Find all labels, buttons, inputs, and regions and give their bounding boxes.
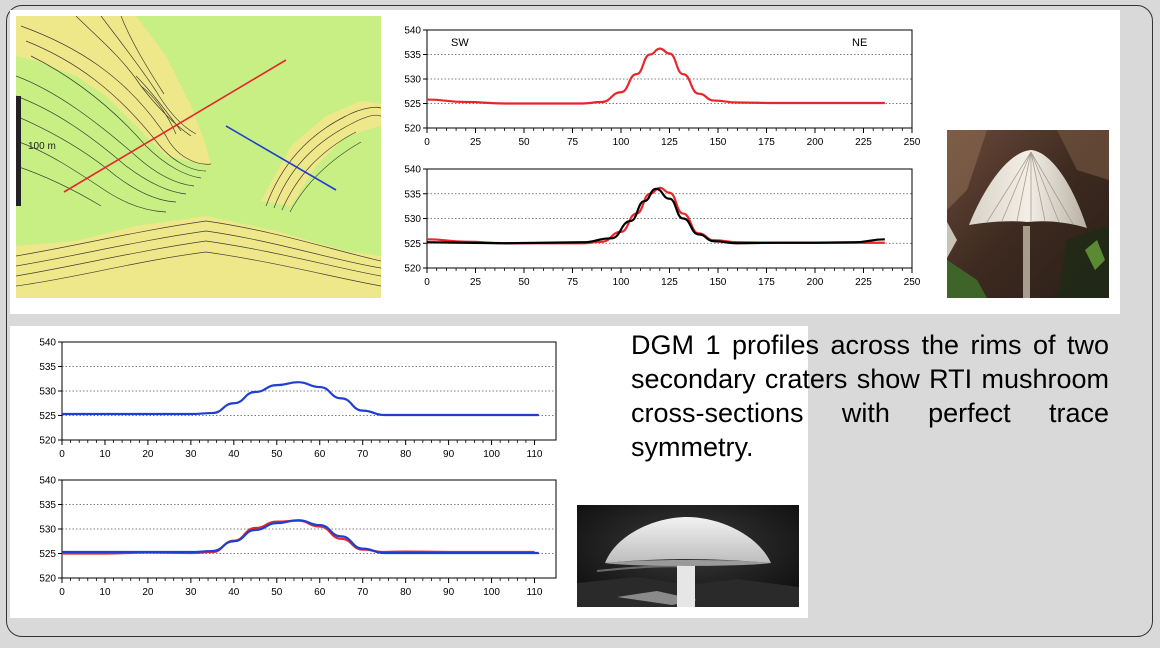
x-tick-label: 250 <box>904 277 921 288</box>
y-tick-label: 535 <box>404 189 421 200</box>
y-tick-label: 525 <box>39 411 56 422</box>
sw-ne-profile-trace <box>63 59 287 193</box>
y-tick-label: 540 <box>39 476 56 487</box>
y-tick-label: 530 <box>39 525 56 536</box>
x-tick-label: 100 <box>613 277 630 288</box>
y-tick-label: 525 <box>404 99 421 110</box>
x-tick-label: 150 <box>710 137 727 148</box>
y-tick-label: 530 <box>404 214 421 225</box>
y-tick-label: 520 <box>404 264 421 275</box>
x-tick-label: 75 <box>567 277 579 288</box>
x-tick-label: 20 <box>142 587 154 598</box>
x-tick-label: 125 <box>661 137 678 148</box>
x-tick-label: 175 <box>758 277 775 288</box>
x-tick-label: 225 <box>855 137 872 148</box>
topographic-map: 100 m <box>16 16 381 298</box>
x-tick-label: 30 <box>185 449 197 460</box>
y-tick-label: 535 <box>39 362 56 373</box>
x-tick-label: 150 <box>710 277 727 288</box>
x-tick-label: 70 <box>357 587 369 598</box>
mushroom-cap <box>605 517 771 563</box>
x-tick-label: 250 <box>904 137 921 148</box>
x-tick-label: 0 <box>59 449 65 460</box>
mushroom-stem <box>1023 226 1030 298</box>
x-tick-label: 50 <box>518 137 530 148</box>
y-tick-label: 525 <box>39 549 56 560</box>
x-tick-label: 90 <box>443 587 455 598</box>
x-tick-label: 10 <box>99 449 111 460</box>
x-tick-label: 110 <box>527 449 543 460</box>
x-tick-label: 20 <box>142 449 154 460</box>
y-tick-label: 530 <box>404 75 421 86</box>
x-tick-label: 100 <box>483 449 500 460</box>
chart-second-crater-profile: 520 525 530 535 540 0 10 20 30 40 50 60 70 80 90 100 110 <box>39 338 557 460</box>
x-tick-label: 200 <box>807 137 824 148</box>
x-tick-label: 60 <box>314 449 326 460</box>
x-tick-label: 100 <box>483 587 500 598</box>
map-lowland-ridge <box>16 216 381 298</box>
x-tick-label: 25 <box>470 137 482 148</box>
chart-second-crater-profile-overlay: 520 525 530 535 540 0 10 20 30 40 50 60 70 80 90 100 110 <box>39 476 557 598</box>
x-tick-label: 30 <box>185 587 197 598</box>
y-tick-label: 535 <box>404 50 421 61</box>
y-tick-label: 520 <box>404 124 421 135</box>
series-line-black <box>426 187 885 245</box>
x-tick-label: 200 <box>807 277 824 288</box>
mushroom-cap <box>969 150 1087 228</box>
map-scale-bar <box>16 96 21 206</box>
y-tick-label: 525 <box>404 239 421 250</box>
series-line-red <box>62 519 535 555</box>
series-line-blue <box>61 519 539 555</box>
x-tick-label: 225 <box>855 277 872 288</box>
y-tick-label: 530 <box>39 387 56 398</box>
y-tick-label: 520 <box>39 436 56 447</box>
map-highland <box>16 16 211 166</box>
chart-sw-ne-profile: 520 525 530 535 540 0 25 50 75 100 125 150 175 200 225… <box>404 26 921 149</box>
mushroom-stem <box>677 563 695 607</box>
caption-text: DGM 1 profiles across the rims of two se… <box>631 330 1109 462</box>
mushroom-photo <box>947 130 1109 298</box>
annotation-sw: SW <box>451 37 469 49</box>
x-tick-label: 25 <box>470 277 482 288</box>
x-tick-label: 50 <box>518 277 530 288</box>
y-tick-label: 520 <box>39 574 56 585</box>
x-tick-label: 110 <box>527 587 543 598</box>
x-tick-label: 70 <box>357 449 369 460</box>
x-tick-label: 40 <box>228 587 240 598</box>
x-tick-label: 0 <box>59 587 65 598</box>
x-tick-label: 10 <box>99 587 111 598</box>
chart-sw-ne-profile-overlay: 520 525 530 535 540 0 25 50 75 100 125 150 175 200 225… <box>404 165 921 289</box>
second-crater-profile-trace <box>225 125 337 191</box>
x-tick-label: 80 <box>400 587 412 598</box>
map-ridge-east <box>261 101 381 206</box>
mushroom-photo <box>577 505 799 607</box>
series-line-red <box>426 186 885 245</box>
x-tick-label: 60 <box>314 587 326 598</box>
map-scale-label: 100 m <box>28 141 56 152</box>
series-line-red <box>426 47 885 105</box>
x-tick-label: 50 <box>271 587 283 598</box>
map-contours <box>16 16 381 287</box>
x-tick-label: 50 <box>271 449 283 460</box>
annotation-ne: NE <box>852 37 867 49</box>
x-tick-label: 100 <box>613 137 630 148</box>
x-tick-label: 0 <box>424 137 430 148</box>
y-tick-label: 540 <box>404 26 421 37</box>
x-tick-label: 75 <box>567 137 579 148</box>
x-tick-label: 80 <box>400 449 412 460</box>
y-tick-label: 540 <box>39 338 56 349</box>
x-tick-label: 125 <box>661 277 678 288</box>
y-tick-label: 535 <box>39 500 56 511</box>
x-tick-label: 0 <box>424 277 430 288</box>
x-tick-label: 90 <box>443 449 455 460</box>
x-tick-label: 175 <box>758 137 775 148</box>
series-line-blue <box>61 381 539 417</box>
x-tick-label: 40 <box>228 449 240 460</box>
y-tick-label: 540 <box>404 165 421 176</box>
